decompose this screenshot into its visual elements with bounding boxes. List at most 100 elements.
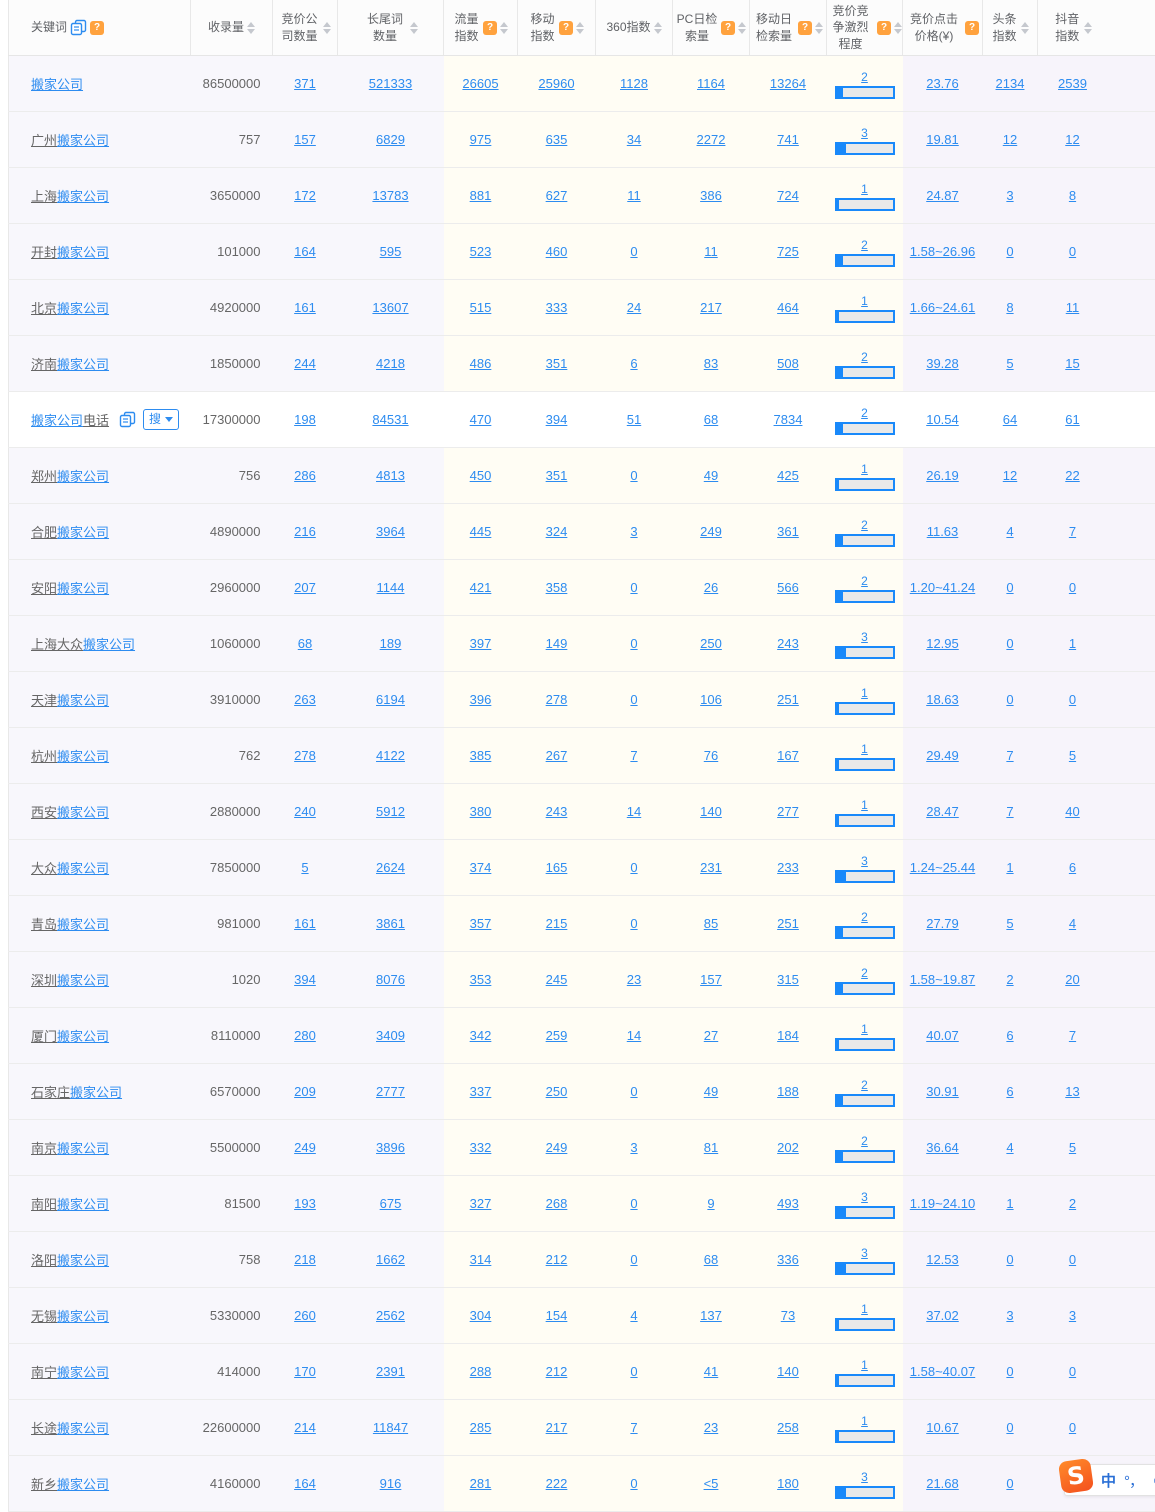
longtail-link[interactable]: 4218 <box>376 356 405 371</box>
header-collection[interactable]: 收录量 <box>191 0 273 56</box>
toutiao-index-link[interactable]: 1 <box>1006 1196 1013 1211</box>
intensity-bar[interactable]: 1 <box>835 1414 895 1443</box>
360-index-link[interactable]: 14 <box>627 1028 641 1043</box>
pc-daily-link[interactable]: 250 <box>700 636 722 651</box>
mobile-index-link[interactable]: 25960 <box>538 76 574 91</box>
flow-index-link[interactable]: 470 <box>470 412 492 427</box>
douyin-index-link[interactable]: 0 <box>1069 244 1076 259</box>
toutiao-index-link[interactable]: 0 <box>1006 1364 1013 1379</box>
copy-icon[interactable] <box>70 19 87 36</box>
bid-companies-link[interactable]: 244 <box>294 356 316 371</box>
sort-icon[interactable] <box>894 22 902 34</box>
flow-index-link[interactable]: 396 <box>470 692 492 707</box>
360-index-link[interactable]: 0 <box>630 468 637 483</box>
intensity-bar[interactable]: 1 <box>835 294 895 323</box>
pc-daily-link[interactable]: 49 <box>704 1084 718 1099</box>
pc-daily-link[interactable]: 1164 <box>697 76 725 91</box>
bid-companies-link[interactable]: 371 <box>294 76 316 91</box>
flow-index-link[interactable]: 397 <box>470 636 492 651</box>
mobile-daily-link[interactable]: 725 <box>777 244 799 259</box>
toutiao-index-link[interactable]: 64 <box>1003 412 1017 427</box>
flow-index-link[interactable]: 374 <box>470 860 492 875</box>
360-index-link[interactable]: 0 <box>630 860 637 875</box>
keyword-link[interactable]: 杭州搬家公司 <box>31 746 109 765</box>
toutiao-index-link[interactable]: 8 <box>1006 300 1013 315</box>
mobile-daily-link[interactable]: 741 <box>777 132 799 147</box>
keyword-link[interactable]: 长途搬家公司 <box>31 1418 109 1437</box>
360-index-link[interactable]: 23 <box>627 972 641 987</box>
sort-icon[interactable] <box>247 22 255 34</box>
keyword-link[interactable]: 南京搬家公司 <box>31 1138 109 1157</box>
mobile-daily-link[interactable]: 336 <box>777 1252 799 1267</box>
360-index-link[interactable]: 11 <box>627 188 641 203</box>
mobile-daily-link[interactable]: 243 <box>777 636 799 651</box>
mobile-daily-link[interactable]: 493 <box>777 1196 799 1211</box>
intensity-bar[interactable]: 2 <box>835 574 895 603</box>
toutiao-index-link[interactable]: 6 <box>1006 1084 1013 1099</box>
toutiao-index-link[interactable]: 6 <box>1006 1028 1013 1043</box>
header-longtail[interactable]: 长尾词数量 <box>338 0 444 56</box>
flow-index-link[interactable]: 445 <box>470 524 492 539</box>
click-price-link[interactable]: 30.91 <box>926 1084 959 1099</box>
mobile-daily-link[interactable]: 233 <box>777 860 799 875</box>
douyin-index-link[interactable]: 0 <box>1069 692 1076 707</box>
keyword-link[interactable]: 西安搬家公司 <box>31 802 109 821</box>
toutiao-index-link[interactable]: 0 <box>1006 244 1013 259</box>
keyword-link[interactable]: 搬家公司 <box>31 74 83 93</box>
longtail-link[interactable]: 2777 <box>376 1084 405 1099</box>
360-index-link[interactable]: 34 <box>627 132 641 147</box>
header-flow-index[interactable]: 流量指数 ? <box>444 0 518 56</box>
click-price-link[interactable]: 10.54 <box>926 412 959 427</box>
flow-index-link[interactable]: 486 <box>470 356 492 371</box>
bid-companies-link[interactable]: 193 <box>294 1196 316 1211</box>
header-bid-companies[interactable]: 竞价公司数量 <box>273 0 338 56</box>
longtail-link[interactable]: 13783 <box>372 188 408 203</box>
help-icon[interactable]: ? <box>483 21 497 35</box>
mobile-daily-link[interactable]: 202 <box>777 1140 799 1155</box>
ime-language-toggle[interactable]: 中 <box>1101 1470 1116 1491</box>
sort-icon[interactable] <box>654 22 662 34</box>
keyword-link[interactable]: 合肥搬家公司 <box>31 522 109 541</box>
bid-companies-link[interactable]: 157 <box>294 132 316 147</box>
intensity-bar[interactable]: 2 <box>835 966 895 995</box>
sort-icon[interactable] <box>576 22 584 34</box>
pc-daily-link[interactable]: 85 <box>704 916 718 931</box>
flow-index-link[interactable]: 421 <box>470 580 492 595</box>
mobile-index-link[interactable]: 245 <box>546 972 568 987</box>
mobile-daily-link[interactable]: 258 <box>777 1420 799 1435</box>
bid-companies-link[interactable]: 5 <box>301 860 308 875</box>
pc-daily-link[interactable]: 106 <box>700 692 722 707</box>
longtail-link[interactable]: 916 <box>380 1476 402 1491</box>
mobile-daily-link[interactable]: 140 <box>777 1364 799 1379</box>
mobile-daily-link[interactable]: 180 <box>777 1476 799 1491</box>
intensity-bar[interactable]: 1 <box>835 462 895 491</box>
toutiao-index-link[interactable]: 12 <box>1003 132 1017 147</box>
longtail-link[interactable]: 4813 <box>376 468 405 483</box>
mobile-daily-link[interactable]: 425 <box>777 468 799 483</box>
360-index-link[interactable]: 3 <box>630 524 637 539</box>
keyword-link[interactable]: 石家庄搬家公司 <box>31 1082 122 1101</box>
360-index-link[interactable]: 0 <box>630 636 637 651</box>
keyword-link[interactable]: 开封搬家公司 <box>31 242 109 261</box>
bid-companies-link[interactable]: 280 <box>294 1028 316 1043</box>
longtail-link[interactable]: 189 <box>380 636 402 651</box>
click-price-link[interactable]: 1.19~24.10 <box>910 1196 975 1211</box>
longtail-link[interactable]: 3409 <box>376 1028 405 1043</box>
bid-companies-link[interactable]: 170 <box>294 1364 316 1379</box>
bid-companies-link[interactable]: 218 <box>294 1252 316 1267</box>
flow-index-link[interactable]: 327 <box>470 1196 492 1211</box>
intensity-bar[interactable]: 1 <box>835 686 895 715</box>
mobile-index-link[interactable]: 217 <box>546 1420 568 1435</box>
longtail-link[interactable]: 6829 <box>376 132 405 147</box>
keyword-link[interactable]: 上海搬家公司 <box>31 186 109 205</box>
bid-companies-link[interactable]: 161 <box>294 916 316 931</box>
pc-daily-link[interactable]: 23 <box>704 1420 718 1435</box>
header-toutiao-index[interactable]: 头条指数 <box>983 0 1038 56</box>
mobile-index-link[interactable]: 358 <box>546 580 568 595</box>
click-price-link[interactable]: 1.58~40.07 <box>910 1364 975 1379</box>
bid-companies-link[interactable]: 68 <box>298 636 312 651</box>
toutiao-index-link[interactable]: 0 <box>1006 580 1013 595</box>
intensity-bar[interactable]: 1 <box>835 798 895 827</box>
header-competition[interactable]: 竞价竞争激烈程度 ? <box>827 0 903 56</box>
keyword-link[interactable]: 搬家公司电话 <box>31 410 109 429</box>
